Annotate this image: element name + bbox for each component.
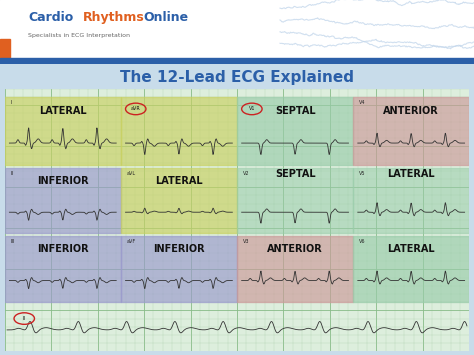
Text: V6: V6: [359, 239, 365, 244]
Bar: [5, 236, 121, 301]
Text: aVL: aVL: [127, 171, 136, 176]
Text: aVR: aVR: [131, 106, 141, 111]
Bar: [353, 236, 469, 301]
Text: ANTERIOR: ANTERIOR: [383, 105, 439, 115]
Text: III: III: [10, 239, 15, 244]
Text: LATERAL: LATERAL: [387, 169, 435, 179]
Bar: [353, 168, 469, 233]
Text: Online: Online: [143, 11, 188, 24]
Text: INFERIOR: INFERIOR: [37, 176, 89, 186]
Text: Rhythms: Rhythms: [83, 11, 145, 24]
Bar: [0, 58, 474, 64]
Text: INFERIOR: INFERIOR: [37, 244, 89, 255]
Text: V5: V5: [359, 171, 365, 176]
Text: V2: V2: [243, 171, 249, 176]
Text: Cardio: Cardio: [28, 11, 73, 24]
Text: Specialists in ECG Interpretation: Specialists in ECG Interpretation: [28, 33, 130, 38]
Text: LATERAL: LATERAL: [39, 105, 87, 115]
Text: SEPTAL: SEPTAL: [275, 169, 315, 179]
Text: I: I: [10, 100, 12, 105]
Text: SEPTAL: SEPTAL: [275, 105, 315, 115]
Text: aVF: aVF: [127, 239, 136, 244]
Bar: [5, 97, 121, 165]
Bar: [0, 39, 10, 64]
Bar: [353, 97, 469, 165]
Bar: [237, 168, 353, 233]
Text: INFERIOR: INFERIOR: [153, 244, 205, 255]
Bar: [5, 168, 121, 233]
Bar: [121, 97, 237, 165]
Bar: [237, 97, 353, 165]
Bar: [237, 236, 353, 301]
Text: II: II: [10, 171, 13, 176]
Text: V4: V4: [359, 100, 365, 105]
Text: II: II: [23, 316, 26, 321]
Text: V3: V3: [243, 239, 249, 244]
Bar: [121, 168, 237, 233]
Text: LATERAL: LATERAL: [387, 244, 435, 255]
Text: ANTERIOR: ANTERIOR: [267, 244, 323, 255]
Text: The 12-Lead ECG Explained: The 12-Lead ECG Explained: [120, 70, 354, 85]
Bar: [121, 236, 237, 301]
Text: LATERAL: LATERAL: [155, 176, 203, 186]
Text: V1: V1: [249, 106, 255, 111]
